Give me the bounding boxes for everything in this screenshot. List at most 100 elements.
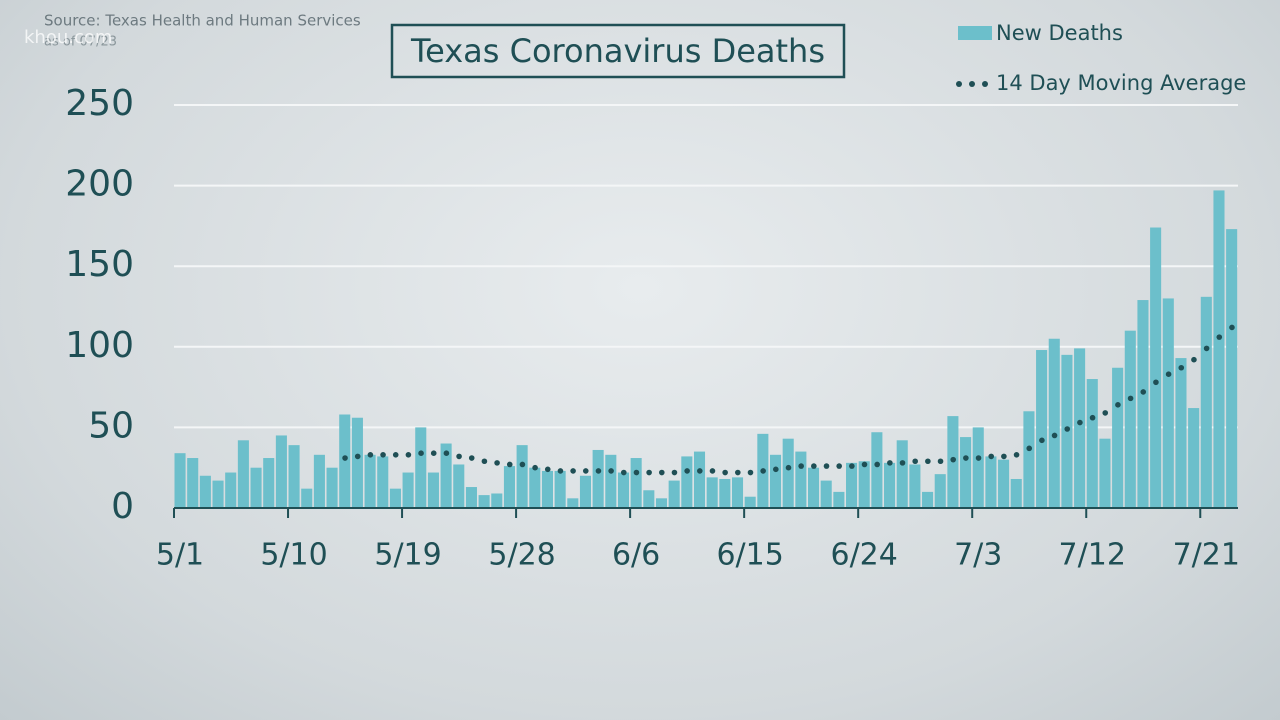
- average-dot: [836, 463, 842, 469]
- bar: [1112, 367, 1124, 508]
- legend-dot: [956, 81, 962, 87]
- bar: [1150, 227, 1162, 508]
- average-dot: [963, 455, 969, 461]
- bar: [1175, 358, 1187, 508]
- bar: [275, 435, 287, 508]
- average-dot: [735, 469, 741, 476]
- average-dot: [1153, 379, 1159, 386]
- bar: [846, 462, 858, 508]
- bar: [630, 458, 642, 508]
- bar: [795, 451, 807, 508]
- bar: [250, 467, 262, 508]
- average-dot: [861, 461, 868, 468]
- average-dot: [481, 458, 488, 465]
- bar: [579, 475, 592, 508]
- bar: [1048, 338, 1060, 508]
- bar: [922, 491, 934, 508]
- x-tick-label: 5/1: [156, 538, 204, 573]
- bar: [529, 467, 541, 508]
- bar: [1074, 348, 1086, 508]
- x-tick-label: 5/19: [374, 538, 441, 573]
- average-dot: [633, 469, 640, 476]
- bar: [187, 458, 199, 508]
- average-dot: [899, 460, 906, 466]
- average-dot: [925, 458, 931, 465]
- average-dot: [595, 468, 602, 474]
- average-dot: [570, 468, 576, 474]
- bar: [199, 475, 211, 508]
- bar: [263, 458, 275, 508]
- bar: [731, 477, 744, 508]
- average-dot: [874, 461, 880, 468]
- average-dot: [950, 456, 957, 463]
- bar: [1010, 478, 1022, 508]
- bar: [643, 490, 655, 508]
- bar: [769, 454, 782, 508]
- x-tick-label: 6/15: [716, 538, 783, 573]
- average-dot: [1203, 345, 1210, 352]
- average-dot: [912, 458, 918, 465]
- average-dot: [544, 466, 551, 473]
- legend-label: 14 Day Moving Average: [996, 71, 1246, 95]
- average-dot: [975, 455, 982, 461]
- average-dot: [671, 469, 678, 476]
- bar: [503, 466, 515, 508]
- bar: [960, 437, 972, 508]
- bar: [364, 454, 376, 508]
- bar: [453, 464, 465, 508]
- average-dot: [988, 453, 995, 460]
- bar: [541, 470, 553, 508]
- average-dot: [557, 468, 564, 474]
- average-dot: [1178, 364, 1185, 371]
- bar: [858, 461, 870, 508]
- average-dot: [354, 453, 361, 460]
- bar: [212, 480, 224, 508]
- bar: [377, 456, 389, 508]
- average-dot: [392, 452, 399, 458]
- average-dot: [760, 468, 766, 474]
- y-tick-label: 250: [65, 83, 134, 124]
- average-dot: [405, 452, 412, 458]
- average-dot: [811, 463, 817, 469]
- y-tick-label: 50: [88, 405, 134, 446]
- average-dot: [1064, 426, 1071, 432]
- average-dot: [658, 469, 665, 476]
- bar: [833, 491, 845, 508]
- average-dot: [722, 469, 728, 476]
- bar: [884, 462, 896, 508]
- bar: [301, 488, 313, 508]
- y-tick-label: 150: [65, 244, 134, 285]
- bar: [985, 456, 997, 508]
- bar: [554, 470, 566, 508]
- average-dot: [773, 466, 779, 473]
- average-dot: [582, 468, 589, 474]
- bar: [326, 467, 338, 508]
- bar: [339, 414, 351, 508]
- average-dot: [1001, 453, 1007, 460]
- bar: [744, 496, 756, 508]
- average-dot: [519, 461, 526, 468]
- y-tick-label: 200: [65, 164, 134, 205]
- average-dot: [468, 455, 475, 461]
- average-dot: [937, 458, 944, 465]
- bar: [782, 438, 794, 508]
- bar: [681, 456, 693, 508]
- average-dot: [620, 469, 627, 476]
- bar: [427, 472, 439, 508]
- average-dot: [646, 469, 652, 476]
- bar: [820, 480, 832, 508]
- legend-dots: [956, 81, 988, 87]
- bar: [909, 464, 921, 508]
- average-dot: [1115, 402, 1121, 408]
- bar: [668, 480, 680, 508]
- bar: [313, 454, 325, 508]
- average-dot: [342, 455, 348, 461]
- average-dot: [1026, 445, 1033, 452]
- bar: [288, 445, 300, 508]
- bar: [491, 493, 503, 508]
- average-dot: [1140, 389, 1147, 395]
- bar: [415, 427, 427, 508]
- source: Source: Texas Health and Human Services: [44, 12, 361, 30]
